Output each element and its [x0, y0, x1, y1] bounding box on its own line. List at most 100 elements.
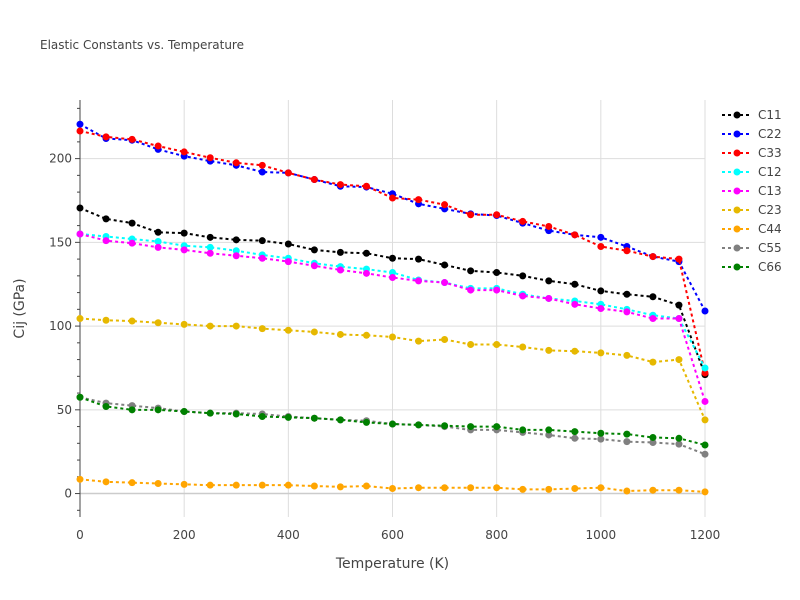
data-point[interactable]: [493, 211, 501, 219]
data-point[interactable]: [597, 233, 605, 241]
data-point[interactable]: [180, 229, 188, 237]
data-point[interactable]: [154, 319, 162, 327]
data-point[interactable]: [336, 483, 344, 491]
data-point[interactable]: [597, 287, 605, 295]
data-point[interactable]: [467, 423, 475, 431]
data-point[interactable]: [649, 358, 657, 366]
data-point[interactable]: [76, 127, 84, 135]
data-point[interactable]: [571, 428, 579, 436]
data-point[interactable]: [597, 429, 605, 437]
data-point[interactable]: [519, 272, 527, 280]
data-point[interactable]: [441, 422, 449, 430]
data-point[interactable]: [310, 328, 318, 336]
data-point[interactable]: [467, 267, 475, 275]
data-point[interactable]: [232, 236, 240, 244]
data-point[interactable]: [649, 315, 657, 323]
data-point[interactable]: [336, 248, 344, 256]
legend[interactable]: C11 C22 C33 C12 C13 C23 C44 C55 C66: [722, 108, 782, 274]
data-point[interactable]: [284, 169, 292, 177]
legend-item-c23[interactable]: C23: [722, 203, 782, 217]
data-point[interactable]: [675, 315, 683, 323]
data-point[interactable]: [649, 486, 657, 494]
data-point[interactable]: [362, 482, 370, 490]
data-point[interactable]: [310, 262, 318, 270]
data-point[interactable]: [128, 219, 136, 227]
data-point[interactable]: [389, 333, 396, 341]
data-point[interactable]: [128, 239, 136, 247]
data-point[interactable]: [258, 254, 266, 262]
data-point[interactable]: [467, 286, 475, 294]
data-point[interactable]: [232, 410, 240, 418]
data-point[interactable]: [467, 341, 475, 349]
data-point[interactable]: [284, 240, 292, 248]
data-point[interactable]: [545, 426, 553, 434]
data-point[interactable]: [597, 243, 605, 251]
data-point[interactable]: [154, 406, 162, 414]
data-point[interactable]: [336, 330, 344, 338]
data-point[interactable]: [76, 393, 84, 401]
data-point[interactable]: [675, 486, 683, 494]
data-point[interactable]: [284, 481, 292, 489]
data-point[interactable]: [128, 135, 136, 143]
legend-item-c22[interactable]: C22: [722, 127, 782, 141]
data-point[interactable]: [701, 416, 709, 424]
data-point[interactable]: [310, 414, 318, 422]
data-point[interactable]: [310, 246, 318, 254]
data-point[interactable]: [597, 349, 605, 357]
data-point[interactable]: [206, 322, 214, 330]
data-point[interactable]: [76, 204, 84, 212]
data-point[interactable]: [701, 488, 709, 496]
data-point[interactable]: [415, 255, 423, 263]
data-point[interactable]: [701, 397, 709, 405]
data-point[interactable]: [701, 369, 709, 377]
data-point[interactable]: [545, 485, 553, 493]
data-point[interactable]: [76, 475, 84, 483]
data-point[interactable]: [258, 237, 266, 245]
data-point[interactable]: [206, 249, 214, 257]
data-point[interactable]: [675, 434, 683, 442]
data-point[interactable]: [206, 233, 214, 241]
data-point[interactable]: [623, 438, 631, 446]
data-point[interactable]: [180, 480, 188, 488]
data-point[interactable]: [389, 268, 396, 276]
data-point[interactable]: [675, 255, 683, 263]
data-point[interactable]: [154, 228, 162, 236]
data-point[interactable]: [441, 261, 449, 269]
data-point[interactable]: [310, 482, 318, 490]
data-point[interactable]: [519, 485, 527, 493]
data-point[interactable]: [415, 277, 423, 285]
data-point[interactable]: [467, 211, 475, 219]
data-point[interactable]: [597, 305, 605, 312]
data-point[interactable]: [232, 247, 240, 255]
data-point[interactable]: [76, 315, 84, 323]
data-point[interactable]: [232, 159, 240, 167]
data-point[interactable]: [623, 308, 631, 316]
data-point[interactable]: [519, 292, 527, 300]
data-point[interactable]: [415, 484, 423, 492]
data-point[interactable]: [180, 246, 188, 254]
data-point[interactable]: [441, 335, 449, 343]
data-point[interactable]: [102, 237, 110, 245]
data-point[interactable]: [102, 133, 110, 141]
data-point[interactable]: [493, 484, 501, 492]
data-point[interactable]: [180, 148, 188, 156]
data-point[interactable]: [102, 215, 110, 223]
data-point[interactable]: [128, 479, 136, 487]
data-point[interactable]: [76, 120, 84, 128]
data-point[interactable]: [545, 222, 553, 230]
data-point[interactable]: [649, 293, 657, 301]
data-point[interactable]: [258, 481, 266, 489]
data-point[interactable]: [362, 269, 370, 277]
legend-item-c44[interactable]: C44: [722, 222, 782, 236]
data-point[interactable]: [571, 485, 579, 493]
legend-item-c66[interactable]: C66: [722, 260, 782, 274]
data-point[interactable]: [154, 238, 162, 246]
data-point[interactable]: [519, 343, 527, 351]
data-point[interactable]: [362, 418, 370, 426]
data-point[interactable]: [415, 196, 423, 204]
data-point[interactable]: [701, 450, 709, 458]
data-point[interactable]: [336, 416, 344, 424]
data-point[interactable]: [206, 409, 214, 417]
data-point[interactable]: [545, 346, 553, 354]
data-point[interactable]: [519, 426, 527, 434]
